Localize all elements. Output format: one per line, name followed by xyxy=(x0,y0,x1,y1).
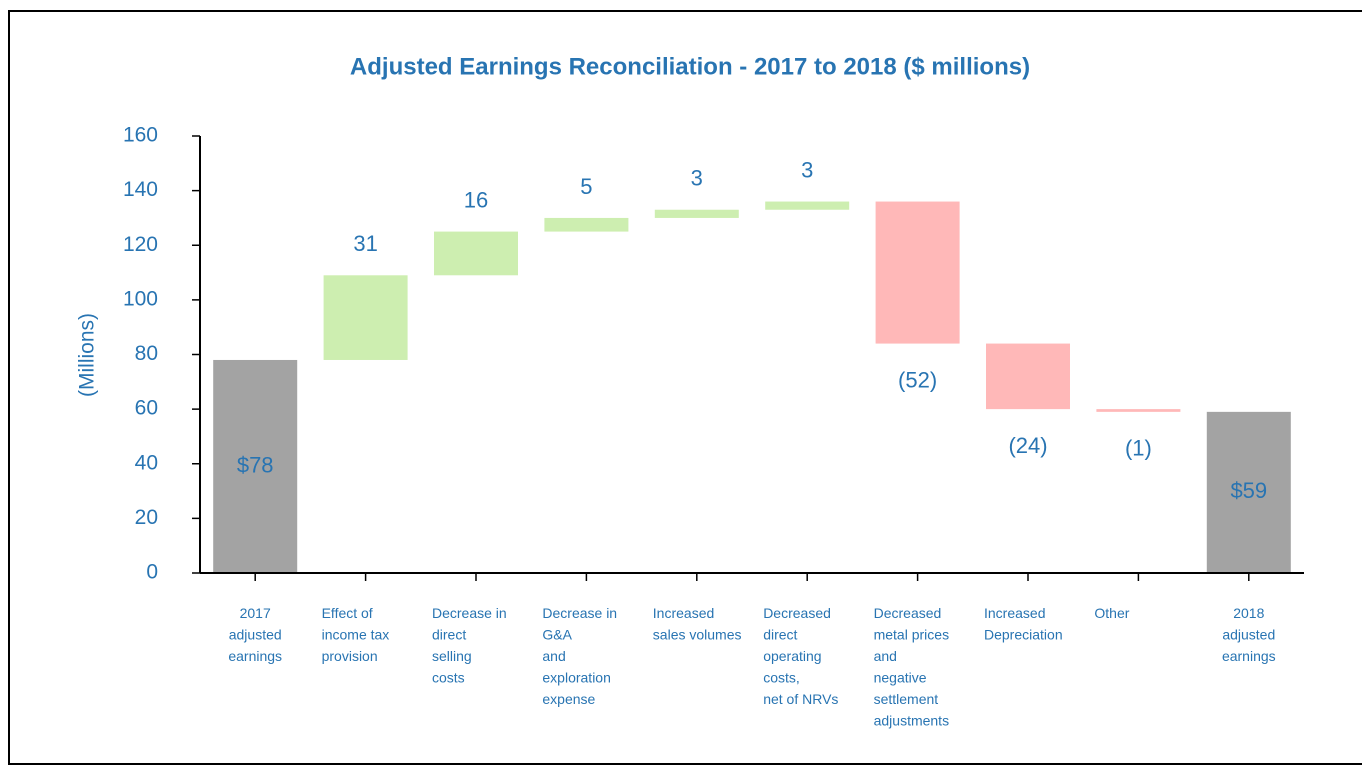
value-label: 3 xyxy=(801,157,813,182)
x-tick-label-line: Depreciation xyxy=(984,626,1063,642)
y-tick-label: 0 xyxy=(146,561,158,584)
frame xyxy=(8,10,1362,765)
x-tick-label-line: Decrease in xyxy=(542,605,617,621)
bar xyxy=(434,231,518,276)
x-tick-label-line: 2017 xyxy=(240,605,271,621)
value-label: (52) xyxy=(898,367,937,392)
x-tick-label: Decreased metal prices and negative settleme… xyxy=(874,605,949,729)
x-tick-label-line: Other xyxy=(1094,605,1129,621)
value-label: 16 xyxy=(464,187,488,212)
x-tick-label-line: costs, xyxy=(763,669,800,685)
value-label: 31 xyxy=(353,231,377,256)
bar xyxy=(654,209,739,218)
x-tick-label-line: costs xyxy=(432,669,465,685)
x-tick-label-line: direct xyxy=(763,626,797,642)
y-tick-label: 20 xyxy=(135,506,158,529)
value-label: 5 xyxy=(580,174,592,199)
bar xyxy=(1206,411,1291,573)
x-tick-label-line: provision xyxy=(322,648,378,664)
x-tick-label-line: Increased xyxy=(653,605,714,621)
x-tick-label-line: Decreased xyxy=(874,605,942,621)
x-tick-label: Decrease in G&A and exploration expense xyxy=(542,605,617,707)
x-tick-label-line: selling xyxy=(432,648,472,664)
x-tick-label-line: expense xyxy=(542,691,595,707)
x-tick-label-line: net of NRVs xyxy=(763,691,838,707)
x-tick-label-line: G&A xyxy=(542,626,572,642)
value-label: (1) xyxy=(1125,436,1152,461)
x-tick-label: Decrease in direct selling costs xyxy=(432,605,507,686)
bar xyxy=(213,359,298,573)
bar xyxy=(544,217,629,232)
x-tick-label-line: and xyxy=(542,648,565,664)
x-tick-label: 2018 adjusted earnings xyxy=(1222,605,1276,664)
x-tick-label-line: sales volumes xyxy=(653,626,742,642)
x-tick-label-line: and xyxy=(874,648,897,664)
y-tick-label: 40 xyxy=(135,451,158,474)
y-tick-label: 100 xyxy=(123,287,158,310)
x-tick-label: Increased Depreciation xyxy=(984,605,1063,643)
value-label: (24) xyxy=(1008,433,1047,458)
x-tick-label: Other xyxy=(1094,605,1129,621)
y-tick-label: 60 xyxy=(135,397,158,420)
value-label: $59 xyxy=(1230,478,1267,503)
bar xyxy=(765,201,850,210)
x-tick-label-line: adjustments xyxy=(874,712,949,728)
x-tick-label: Increased sales volumes xyxy=(653,605,742,643)
x-tick-label: Effect of income tax provision xyxy=(322,605,390,664)
x-tick-label: 2017 adjusted earnings xyxy=(228,605,282,664)
value-label: $78 xyxy=(237,452,274,477)
x-tick-label-line: earnings xyxy=(1222,648,1276,664)
x-tick-label-line: settlement xyxy=(874,691,939,707)
x-tick-label-line: earnings xyxy=(228,648,282,664)
x-tick-label-line: Decrease in xyxy=(432,605,507,621)
x-tick-label-line: metal prices xyxy=(874,626,949,642)
x-tick-label: Decreased direct operating costs, net of NRV… xyxy=(763,605,838,707)
y-axis-label: (Millions) xyxy=(76,313,99,397)
x-tick-label-line: direct xyxy=(432,626,466,642)
x-tick-label-line: exploration xyxy=(542,669,611,685)
bar xyxy=(323,275,408,360)
x-tick-label-line: operating xyxy=(763,648,821,664)
value-label: 3 xyxy=(691,166,703,191)
x-tick-label-line: Increased xyxy=(984,605,1045,621)
y-tick-label: 160 xyxy=(123,124,158,147)
x-tick-label-line: Decreased xyxy=(763,605,831,621)
bar xyxy=(986,343,1070,410)
x-tick-label-line: Effect of xyxy=(322,605,373,621)
x-tick-label-line: negative xyxy=(874,669,927,685)
x-tick-label-line: adjusted xyxy=(229,626,282,642)
x-tick-label-line: income tax xyxy=(322,626,390,642)
bar xyxy=(875,201,960,344)
x-tick-label-line: 2018 xyxy=(1233,605,1264,621)
y-tick-label: 140 xyxy=(123,178,158,201)
y-tick-label: 80 xyxy=(135,342,158,365)
bar xyxy=(1096,409,1181,412)
x-tick-label-line: adjusted xyxy=(1222,626,1275,642)
chart-title: Adjusted Earnings Reconciliation - 2017 … xyxy=(350,53,1030,80)
y-tick-label: 120 xyxy=(123,233,158,256)
